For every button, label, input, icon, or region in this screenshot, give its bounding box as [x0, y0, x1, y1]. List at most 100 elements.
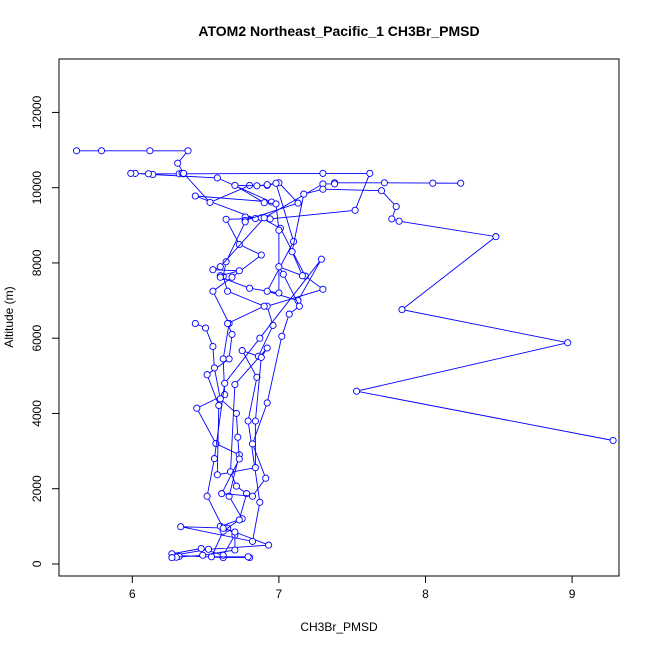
- data-point: [235, 516, 243, 524]
- data-point: [231, 546, 239, 554]
- data-point: [191, 192, 199, 200]
- data-point: [235, 455, 243, 463]
- data-point: [248, 440, 257, 448]
- data-point: [219, 551, 227, 559]
- data-point: [202, 324, 210, 332]
- data-point: [285, 310, 293, 318]
- data-point: [319, 169, 327, 177]
- data-point: [300, 190, 308, 198]
- data-point: [206, 198, 214, 206]
- data-point: [244, 417, 252, 425]
- series-1: [127, 169, 374, 562]
- data-point: [231, 528, 239, 536]
- data-point: [144, 170, 152, 178]
- data-point: [265, 541, 273, 549]
- data-point: [248, 537, 257, 545]
- data-point: [295, 302, 303, 310]
- y-tick-label: 6000: [30, 325, 44, 352]
- data-point: [210, 364, 218, 372]
- data-point: [279, 270, 287, 278]
- data-point: [395, 217, 403, 225]
- data-point: [180, 169, 188, 177]
- data-point: [263, 399, 271, 407]
- data-point: [216, 273, 224, 281]
- data-point: [278, 332, 286, 340]
- x-axis: 6 7 8 9: [129, 576, 576, 601]
- data-point: [231, 380, 239, 389]
- data-point: [213, 174, 221, 182]
- y-tick-label: 10000: [30, 171, 44, 205]
- data-point: [351, 206, 359, 214]
- data-point: [298, 272, 306, 280]
- data-point: [244, 553, 252, 561]
- data-point: [272, 179, 280, 187]
- data-point: [199, 551, 207, 559]
- data-point: [193, 404, 201, 412]
- data-point: [275, 263, 283, 271]
- data-point: [184, 147, 192, 155]
- data-point: [248, 492, 257, 500]
- data-point: [366, 169, 374, 177]
- x-tick-label: 8: [422, 587, 429, 601]
- data-point: [209, 287, 217, 295]
- series-line: [76, 150, 299, 558]
- data-point: [257, 251, 265, 259]
- data-point: [73, 147, 81, 155]
- plot-frame: [58, 58, 620, 577]
- data-point: [191, 319, 199, 328]
- data-point: [222, 258, 230, 266]
- x-tick-label: 7: [276, 587, 283, 601]
- data-point: [317, 255, 325, 263]
- data-point: [234, 433, 242, 441]
- data-point: [177, 523, 185, 531]
- data-point: [218, 490, 226, 498]
- data-point: [377, 187, 386, 195]
- series-2: [73, 147, 302, 561]
- data-point: [174, 159, 182, 167]
- y-tick-label: 8000: [30, 249, 44, 276]
- data-point: [213, 471, 221, 479]
- data-point: [398, 306, 406, 314]
- data-point: [275, 226, 283, 234]
- data-point: [253, 182, 261, 190]
- data-point: [224, 287, 232, 295]
- data-point: [204, 545, 213, 553]
- data-point: [251, 464, 259, 472]
- data-point: [319, 185, 327, 193]
- data-point: [492, 233, 500, 241]
- y-tick-label: 12000: [30, 95, 44, 129]
- data-point: [219, 524, 227, 532]
- data-point: [251, 417, 259, 425]
- data-point: [294, 199, 302, 207]
- data-point: [257, 353, 265, 361]
- data-point: [209, 342, 217, 351]
- data-point: [210, 455, 218, 463]
- data-point: [269, 321, 277, 329]
- data-point: [392, 202, 400, 211]
- data-point: [256, 498, 264, 506]
- data-point: [97, 147, 106, 155]
- x-tick-label: 9: [569, 587, 576, 601]
- y-tick-label: 0: [30, 560, 44, 567]
- data-point: [224, 319, 232, 328]
- data-point: [146, 147, 154, 155]
- series-3: [168, 179, 465, 562]
- data-point: [231, 181, 239, 189]
- data-point: [272, 200, 280, 208]
- data-point: [263, 344, 271, 352]
- data-point: [288, 248, 296, 256]
- series-line: [195, 188, 614, 497]
- data-point: [228, 273, 236, 281]
- data-point: [353, 387, 361, 395]
- data-point: [232, 482, 240, 490]
- data-point: [331, 180, 339, 188]
- y-tick-label: 4000: [30, 400, 44, 427]
- data-point: [221, 379, 229, 387]
- data-point: [457, 179, 465, 187]
- y-axis-label: Altitude (m): [2, 286, 16, 347]
- data-point: [262, 474, 270, 482]
- x-tick-label: 6: [129, 587, 136, 601]
- series-line: [130, 172, 371, 559]
- data-point: [216, 395, 224, 403]
